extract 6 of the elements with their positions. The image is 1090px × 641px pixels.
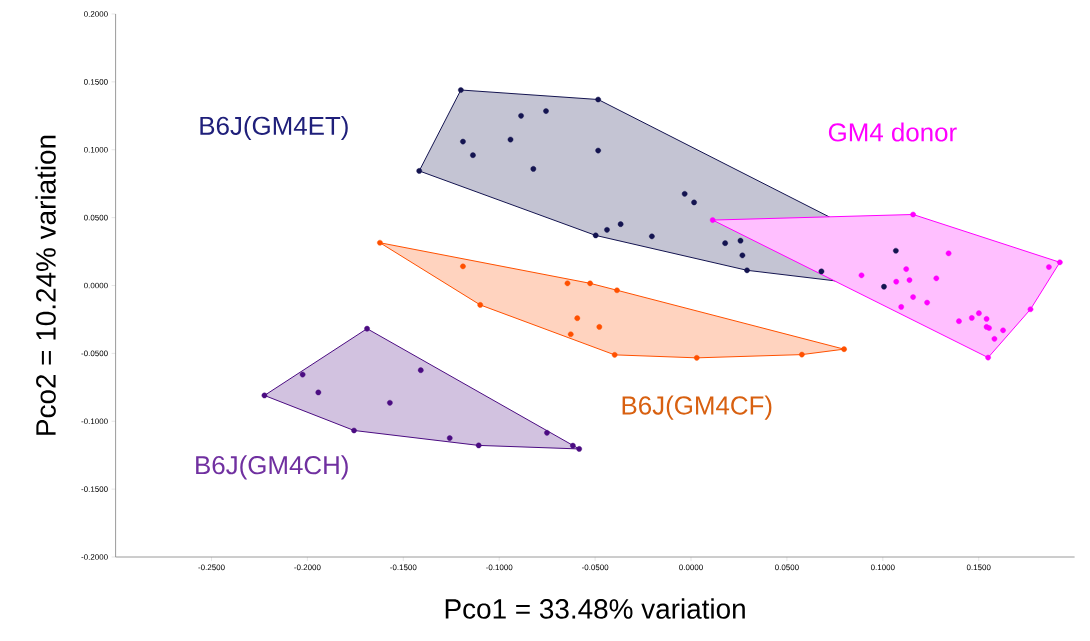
series-label: B6J(GM4CH) (196, 455, 348, 480)
x-axis-title: Pco1 = 33.48% variation (445, 598, 745, 619)
text: GM4 donor (828, 122, 957, 142)
y-axis-title: Pco2 = 10.24% variation (35, 135, 56, 435)
series-label: B6J(GM4CF) (622, 395, 772, 420)
text: B6J(GM4ET) (200, 115, 348, 141)
